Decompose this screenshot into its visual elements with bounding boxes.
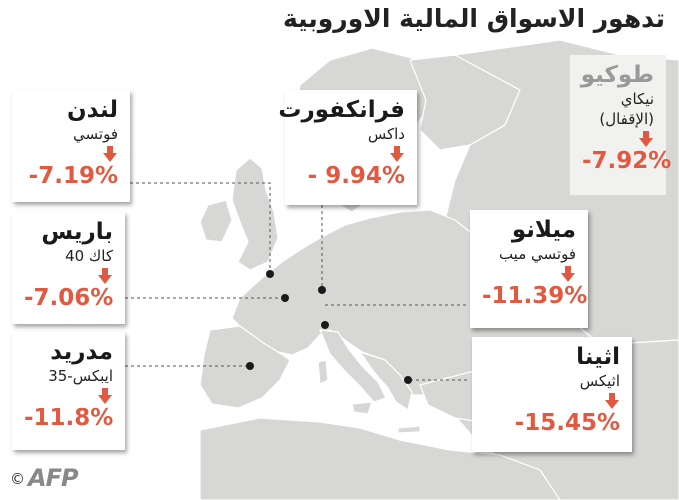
change-value: -7.92% — [582, 148, 672, 174]
market-box-madrid: مدريد ايبكس-35 -11.8% — [12, 332, 125, 450]
city-dot-icon — [404, 376, 412, 384]
market-box-tokyo: طوكيو نيكاي (الإقفال) -7.92% — [570, 55, 672, 195]
land-iberia — [199, 325, 291, 409]
city-dot-icon — [266, 270, 274, 278]
down-arrow-icon — [605, 393, 619, 409]
down-arrow-icon — [103, 146, 117, 162]
market-box-paris: باريس كاك 40 -7.06% — [12, 212, 125, 324]
leader-lines — [125, 182, 470, 381]
copyright-symbol: © — [10, 470, 25, 488]
index-name: فوتسي — [73, 125, 118, 143]
city-name: اثينا — [576, 344, 620, 370]
land-sardinia — [317, 359, 329, 385]
change-value: - 9.94% — [307, 163, 405, 189]
market-box-athens: اثينا اثيكس -15.45% — [472, 337, 632, 452]
city-dot-icon — [321, 321, 329, 329]
city-name: ميلانو — [511, 217, 576, 243]
land-sicily — [351, 401, 373, 415]
land-italy — [319, 329, 387, 403]
afp-logo: AFP — [28, 464, 79, 492]
change-value: -11.8% — [24, 405, 114, 431]
land-crete — [397, 425, 421, 434]
down-arrow-icon — [98, 268, 112, 284]
index-name: فوتسي ميب — [498, 245, 576, 263]
index-note: (الإقفال) — [599, 110, 654, 128]
city-name: فرانكفورت — [278, 97, 405, 123]
city-dot-icon — [281, 294, 289, 302]
market-box-milan: ميلانو فوتسي ميب -11.39% — [470, 210, 588, 328]
index-name: اثيكس — [579, 372, 620, 390]
city-name: طوكيو — [580, 62, 654, 88]
change-value: -11.39% — [482, 283, 588, 309]
down-arrow-icon — [98, 388, 112, 404]
city-name: مدريد — [50, 339, 113, 365]
land-ireland — [199, 199, 233, 243]
down-arrow-icon — [390, 146, 404, 162]
index-name: ايبكس-35 — [48, 367, 113, 385]
page-title: تدهور الاسواق المالية الاوروبية — [283, 4, 665, 33]
city-dot-icon — [246, 362, 254, 370]
city-name: لندن — [67, 97, 118, 123]
land-north-africa — [199, 417, 561, 500]
index-name: داكس — [367, 125, 405, 143]
down-arrow-icon — [639, 131, 653, 147]
land-balkans — [358, 350, 413, 411]
market-box-frankfurt: فرانكفورت داكس - 9.94% — [278, 90, 417, 205]
city-name: باريس — [41, 219, 113, 245]
change-value: -15.45% — [514, 410, 620, 436]
land-great-britain — [231, 157, 279, 271]
change-value: -7.19% — [28, 163, 118, 189]
city-dots — [246, 270, 412, 384]
down-arrow-icon — [561, 266, 575, 282]
index-name: كاك 40 — [65, 247, 113, 265]
city-dot-icon — [318, 286, 326, 294]
change-value: -7.06% — [24, 285, 114, 311]
market-box-london: لندن فوتسي -7.19% — [12, 90, 130, 202]
index-name: نيكاي — [620, 90, 654, 108]
leader-london — [130, 182, 271, 273]
